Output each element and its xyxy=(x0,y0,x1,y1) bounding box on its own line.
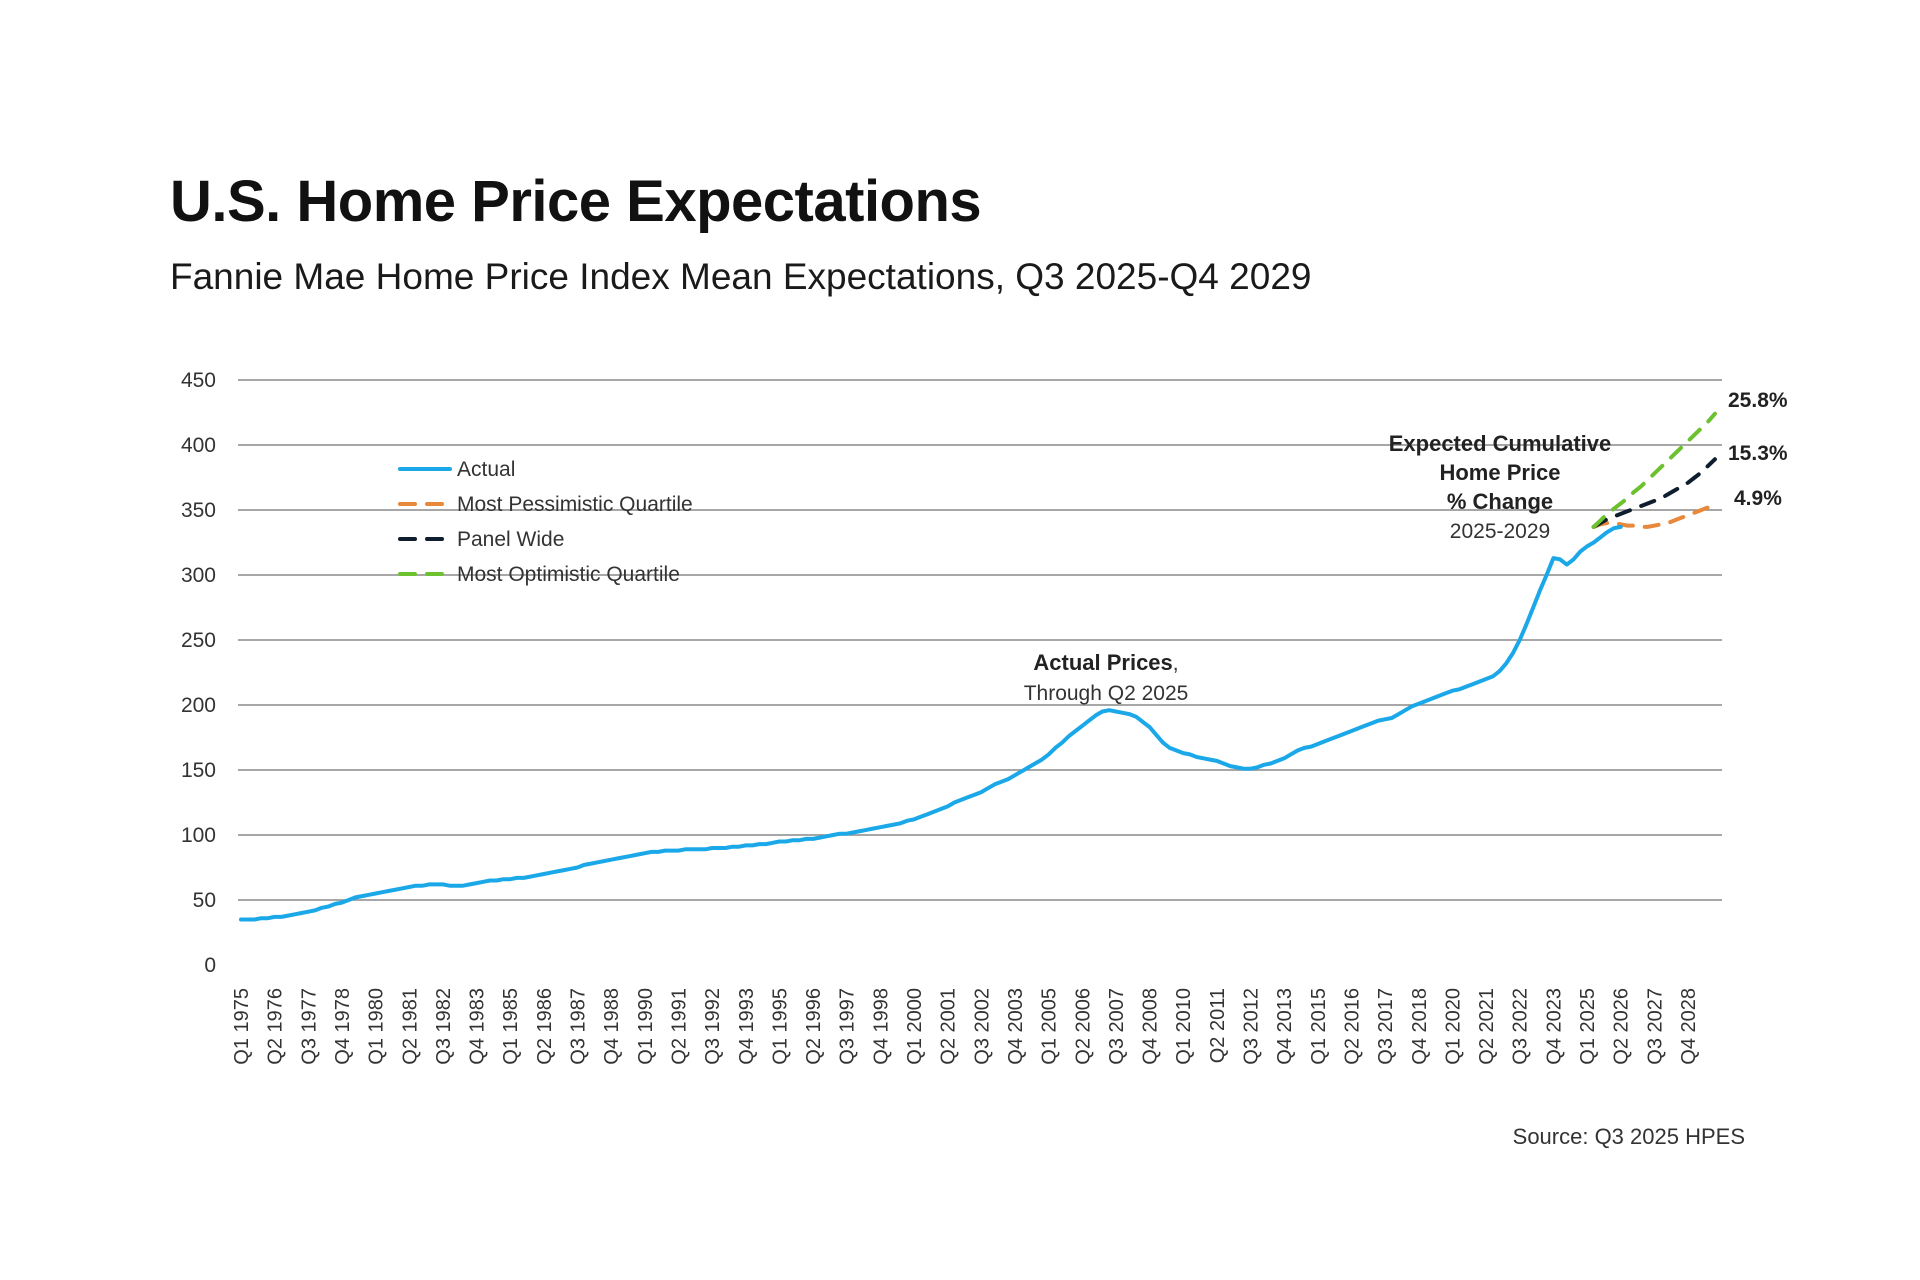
pct-label-pessimistic: 4.9% xyxy=(1734,487,1782,510)
y-axis-ticks: 0 50 100 150 200 250 300 350 400 450 xyxy=(181,369,216,977)
y-tick-label: 300 xyxy=(181,564,216,587)
x-tick-label: Q3 2007 xyxy=(1106,988,1128,1065)
y-tick-label: 150 xyxy=(181,759,216,782)
x-tick-label: Q1 1990 xyxy=(635,988,657,1065)
legend-label-optimistic: Most Optimistic Quartile xyxy=(457,563,680,586)
x-tick-label: Q2 2011 xyxy=(1207,988,1229,1063)
chart-subtitle: Fannie Mae Home Price Index Mean Expecta… xyxy=(170,256,1312,297)
x-tick-label: Q3 1987 xyxy=(568,988,590,1065)
x-tick-label: Q1 1980 xyxy=(366,988,388,1065)
x-tick-label: Q1 2025 xyxy=(1577,988,1599,1065)
x-tick-label: Q1 2005 xyxy=(1039,988,1061,1065)
x-tick-label: Q3 1997 xyxy=(837,988,859,1065)
x-tick-label: Q2 2006 xyxy=(1072,988,1094,1065)
y-tick-label: 200 xyxy=(181,694,216,717)
x-tick-label: Q2 2001 xyxy=(938,988,960,1065)
x-tick-label: Q1 2015 xyxy=(1308,988,1330,1065)
legend-label-pessimistic: Most Pessimistic Quartile xyxy=(457,493,693,516)
expected-line-1: Expected Cumulative xyxy=(1389,431,1612,456)
expected-line-4: 2025-2029 xyxy=(1450,520,1550,543)
annotations: Actual Prices, Through Q2 2025 Expected … xyxy=(1024,389,1788,705)
series-line-most-optimistic-quartile xyxy=(1591,411,1717,529)
x-tick-label: Q4 1998 xyxy=(870,988,892,1065)
x-tick-label: Q2 2026 xyxy=(1611,988,1633,1065)
series-line-actual xyxy=(239,524,1623,922)
y-tick-label: 100 xyxy=(181,824,216,847)
x-tick-label: Q4 1993 xyxy=(736,988,758,1065)
x-tick-label: Q4 1978 xyxy=(332,988,354,1065)
actual-prices-title: Actual Prices xyxy=(1033,650,1172,675)
x-tick-label: Q4 1988 xyxy=(601,988,623,1065)
pct-label-panel: 15.3% xyxy=(1728,442,1788,465)
series-lines xyxy=(239,411,1717,922)
series-line-panel-wide xyxy=(1591,457,1717,529)
x-axis-ticks: Q1 1975 Q2 1976 Q3 1977 Q4 1978 Q1 1980 Q2 19… xyxy=(231,988,1700,1065)
y-tick-label: 400 xyxy=(181,434,216,457)
x-tick-label: Q3 2012 xyxy=(1241,988,1263,1065)
x-tick-label: Q1 1995 xyxy=(769,988,791,1065)
x-tick-label: Q4 2018 xyxy=(1409,988,1431,1065)
x-tick-label: Q2 2021 xyxy=(1476,988,1498,1065)
y-tick-label: 250 xyxy=(181,629,216,652)
y-tick-label: 450 xyxy=(181,369,216,392)
x-tick-label: Q1 2000 xyxy=(904,988,926,1065)
x-tick-label: Q3 2002 xyxy=(971,988,993,1065)
x-tick-label: Q3 2022 xyxy=(1510,988,1532,1065)
x-tick-label: Q1 1985 xyxy=(500,988,522,1065)
x-tick-label: Q1 2020 xyxy=(1442,988,1464,1065)
x-tick-label: Q4 2003 xyxy=(1005,988,1027,1065)
x-tick-label: Q2 1986 xyxy=(534,988,556,1065)
actual-prices-subtitle: Through Q2 2025 xyxy=(1024,682,1189,705)
source-note: Source: Q3 2025 HPES xyxy=(1512,1124,1745,1149)
x-tick-label: Q3 2027 xyxy=(1644,988,1666,1065)
x-tick-label: Q3 2017 xyxy=(1375,988,1397,1065)
legend-label-actual: Actual xyxy=(457,458,515,481)
x-tick-label: Q3 1992 xyxy=(702,988,724,1065)
x-tick-label: Q2 1981 xyxy=(399,988,421,1065)
x-tick-label: Q2 1996 xyxy=(803,988,825,1065)
x-tick-label: Q4 2023 xyxy=(1543,988,1565,1065)
x-tick-label: Q1 1975 xyxy=(231,988,253,1065)
actual-prices-comma: , xyxy=(1173,652,1179,675)
y-tick-label: 350 xyxy=(181,499,216,522)
x-tick-label: Q2 1976 xyxy=(265,988,287,1065)
x-tick-label: Q4 1983 xyxy=(467,988,489,1065)
x-tick-label: Q3 1977 xyxy=(298,988,320,1065)
expected-line-2: Home Price xyxy=(1439,460,1560,485)
y-tick-label: 50 xyxy=(193,889,216,912)
pct-label-optimistic: 25.8% xyxy=(1728,389,1788,412)
x-tick-label: Q3 1982 xyxy=(433,988,455,1065)
x-tick-label: Q4 2008 xyxy=(1140,988,1162,1065)
legend-label-panel: Panel Wide xyxy=(457,528,564,551)
y-tick-label: 0 xyxy=(204,954,216,977)
x-tick-label: Q2 1991 xyxy=(668,988,690,1065)
x-tick-label: Q2 2016 xyxy=(1341,988,1363,1065)
series-line-most-pessimistic-quartile xyxy=(1591,502,1717,529)
legend: Actual Most Pessimistic Quartile Panel W… xyxy=(398,458,693,586)
actual-prices-annotation: Actual Prices, xyxy=(1033,650,1178,675)
x-tick-label: Q1 2010 xyxy=(1173,988,1195,1065)
chart-title: U.S. Home Price Expectations xyxy=(170,169,982,234)
x-tick-label: Q4 2013 xyxy=(1274,988,1296,1065)
gridlines xyxy=(238,379,1722,901)
x-tick-label: Q4 2028 xyxy=(1678,988,1700,1065)
expected-line-3: % Change xyxy=(1447,489,1553,514)
